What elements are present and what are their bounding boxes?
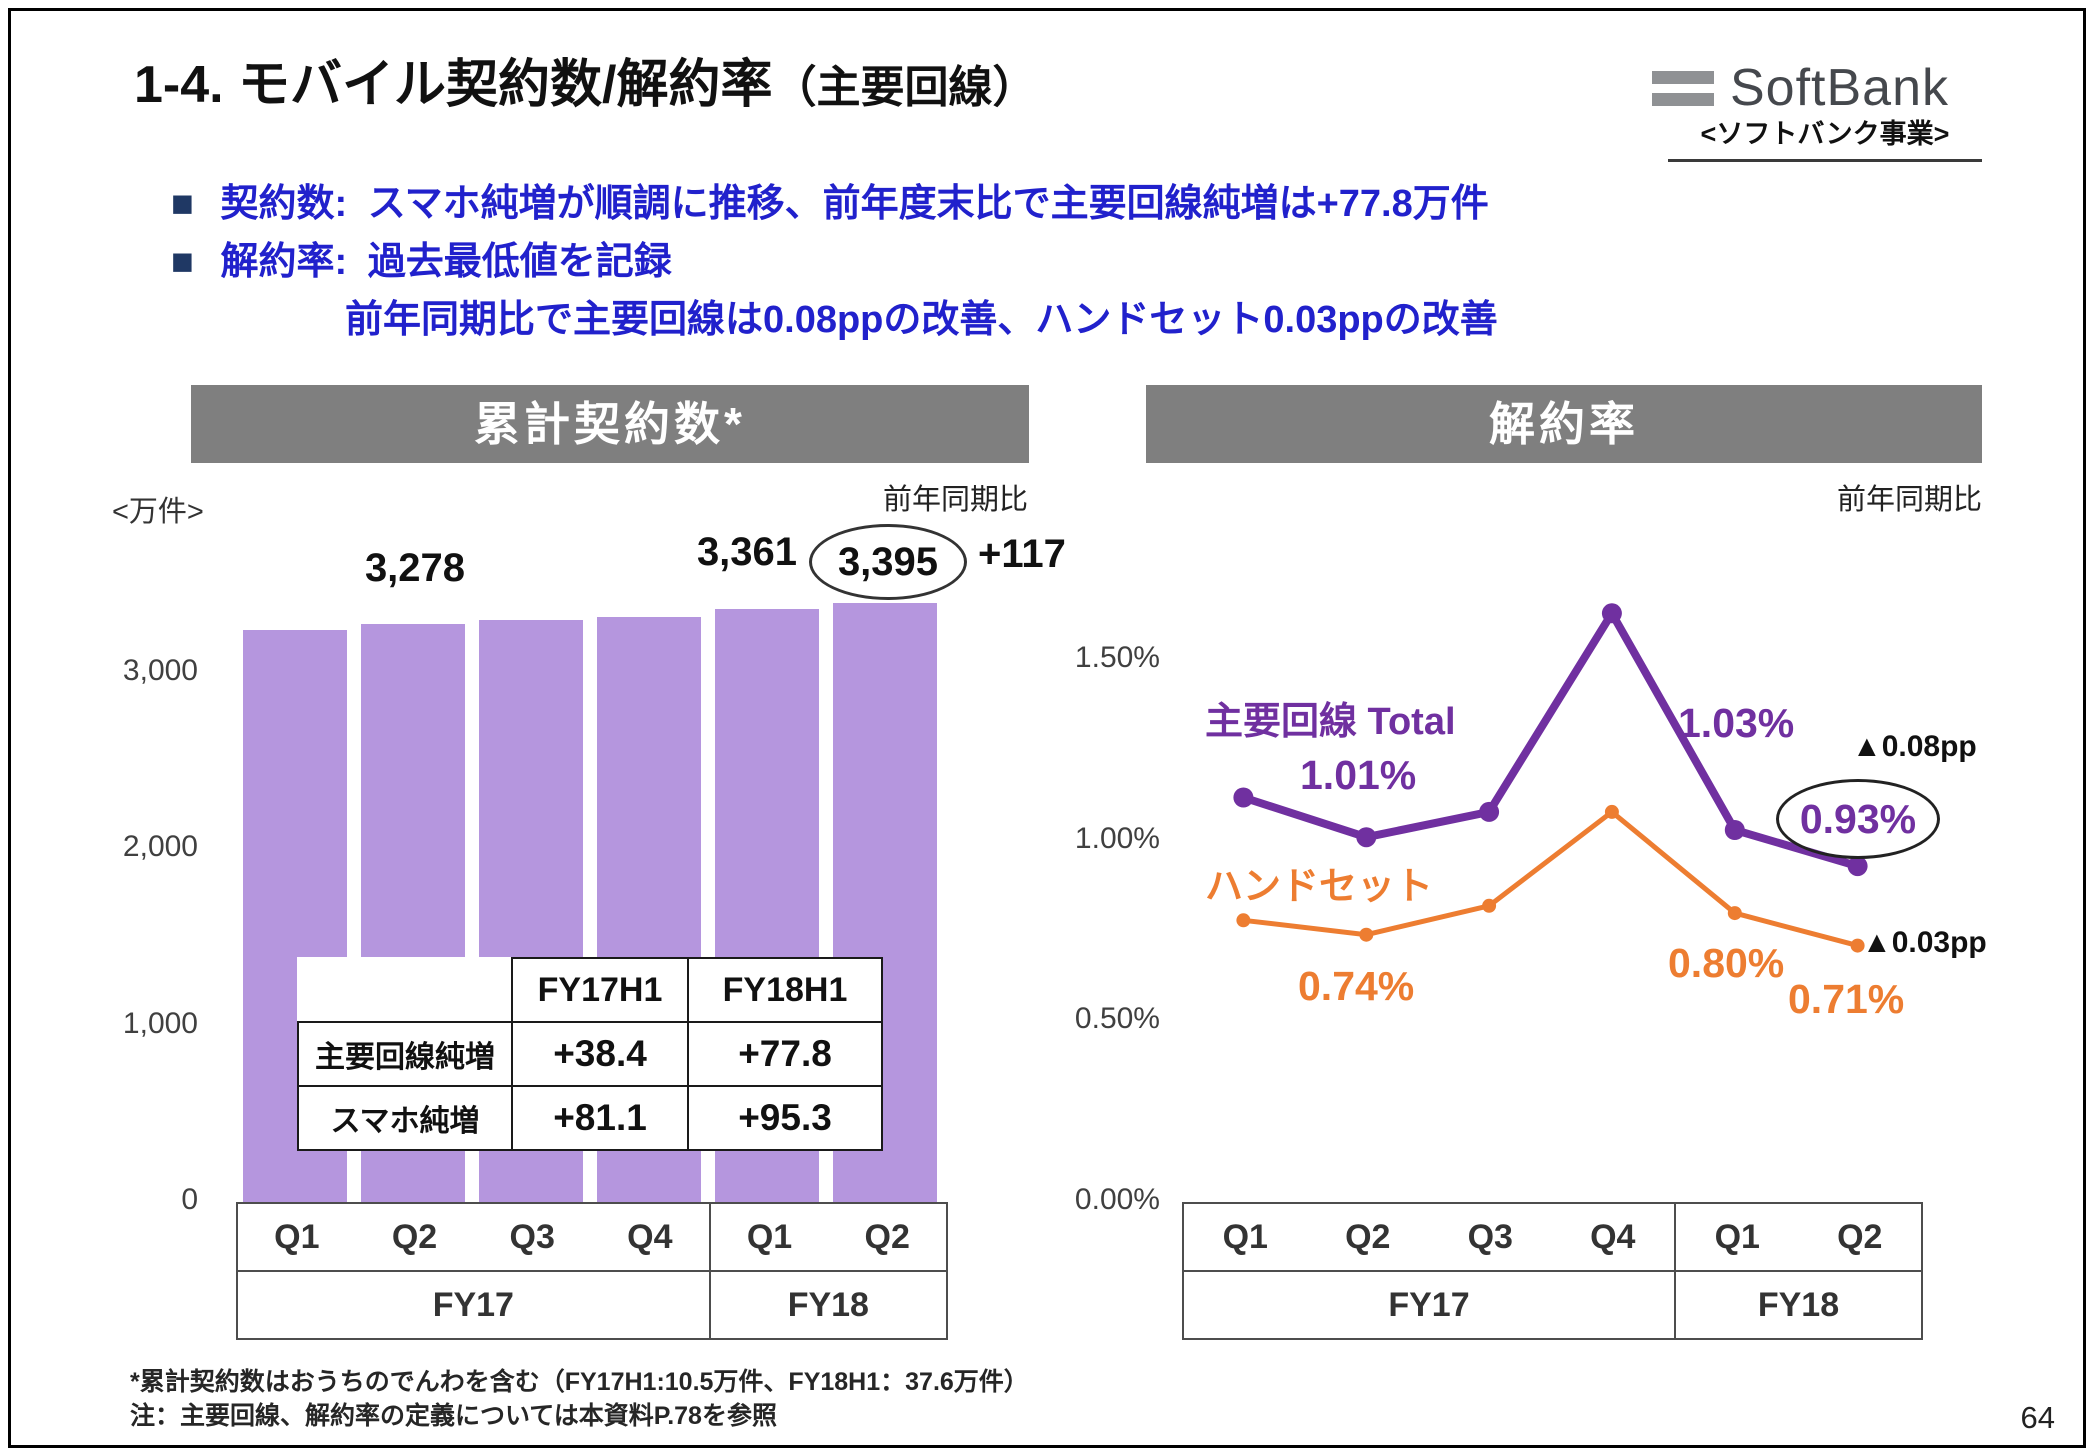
page-title: 1-4. モバイル契約数/解約率（主要回線） <box>134 42 1037 117</box>
y-tick-label: 0 <box>181 1183 198 1216</box>
data-point <box>1727 906 1742 921</box>
data-point <box>1724 820 1745 840</box>
axis-quarter-label: Q2 <box>864 1217 910 1256</box>
y-tick-label: 2,000 <box>122 830 198 864</box>
axis-fiscal-year-label: FY17 <box>1388 1285 1470 1324</box>
y-tick-label: 1,000 <box>122 1006 198 1040</box>
softbank-wordmark: SoftBank <box>1730 59 1950 117</box>
churn-value-label: 0.74% <box>1298 963 1415 1009</box>
data-point <box>1479 801 1500 822</box>
bullet-text: スマホ純増が順調に推移、前年度末比で主要回線純増は+77.8万件 <box>367 183 1489 225</box>
data-point <box>1601 603 1622 624</box>
bullet-text: 前年同期比で主要回線は0.08ppの改善、ハンドセット0.03ppの改善 <box>345 299 1498 341</box>
softbank-logo: SoftBank <box>1652 58 1949 118</box>
bullet-square-icon: ■ <box>171 183 194 225</box>
axis-fiscal-year-label: FY18 <box>708 1272 946 1338</box>
axis-quarter-label: Q3 <box>509 1217 555 1256</box>
bar-value-label: 3,278 <box>364 546 466 590</box>
axis-quarter-label: Q1 <box>1222 1217 1268 1256</box>
table-value-cell: +38.4 <box>511 1021 689 1087</box>
axis-quarter-label: Q1 <box>1674 1204 1799 1270</box>
series-line <box>1242 605 1859 870</box>
bullet-square-icon: ■ <box>171 241 194 283</box>
bullet-text: 過去最低値を記録 <box>367 241 672 283</box>
axis-quarter-label: Q2 <box>1837 1217 1883 1256</box>
table-header-cell <box>298 958 512 1022</box>
bullet-subscribers: ■ 契約数: スマホ純増が順調に推移、前年度末比で主要回線純増は+77.8万件 <box>171 172 1489 227</box>
churn-value-label: 1.03% <box>1678 700 1795 746</box>
left-panel-title: 累計契約数* <box>191 385 1029 463</box>
data-point <box>1482 898 1497 913</box>
series-label-handset: ハンドセット <box>1205 866 1434 908</box>
net-adds-table-grid: FY17H1 FY18H1 主要回線純増 +38.4 +77.8 スマホ純増 +81.1 +9… <box>297 957 883 1151</box>
table-row-label: スマホ純増 <box>297 1085 513 1151</box>
right-yoy-label: 前年同期比 <box>1836 484 1982 516</box>
circled-churn-value: 0.93% <box>1776 779 1940 859</box>
softbank-bars-icon <box>1652 70 1714 106</box>
improvement-label: ▲0.03pp <box>1862 926 1987 959</box>
left-yoy-label: 前年同期比 <box>882 484 1028 516</box>
bar-value-label: 3,361 <box>696 530 798 574</box>
churn-value-label: 1.01% <box>1300 752 1417 798</box>
y-tick-label: 1.50% <box>1074 641 1160 675</box>
data-point <box>1236 913 1251 928</box>
table-value-cell: +95.3 <box>687 1085 883 1151</box>
axis-quarter-label: Q3 <box>1467 1217 1513 1256</box>
axis-quarter-label: Q2 <box>391 1217 438 1256</box>
table-header-cell: FY18H1 <box>687 957 883 1023</box>
axis-fiscal-year-label: FY17 <box>432 1285 514 1324</box>
unit-label: <万件> <box>112 496 204 528</box>
footnote: *累計契約数はおうちのでんわを含む（FY17H1:10.5万件、FY18H1：3… <box>130 1368 1029 1396</box>
page-title-main: 1-4. モバイル契約数/解約率 <box>134 56 773 114</box>
y-tick-label: 3,000 <box>122 654 198 688</box>
table-header-cell: FY17H1 <box>511 957 689 1023</box>
bullet-churn: ■ 解約率: 過去最低値を記録 <box>171 230 672 285</box>
bullet-label: 契約数: <box>220 183 348 225</box>
data-point <box>1359 927 1374 942</box>
churn-value-label: 0.80% <box>1668 940 1785 986</box>
data-point <box>1233 787 1254 808</box>
axis-fiscal-year-label: FY18 <box>1674 1272 1921 1338</box>
bar-value-label: 3,395 <box>837 539 939 584</box>
axis-quarter-label: Q4 <box>627 1217 673 1256</box>
bar-chart-x-axis: Q1 Q2 Q3 Q4 Q1 Q2 FY17 FY18 <box>236 1202 948 1340</box>
axis-quarter-label: Q1 <box>274 1217 320 1256</box>
data-point <box>1847 856 1868 877</box>
table-row-label: 主要回線純増 <box>297 1021 513 1087</box>
page-title-paren: （主要回線） <box>772 63 1037 112</box>
footnote: 注：主要回線、解約率の定義については本資料P.78を参照 <box>130 1402 777 1430</box>
circled-bar-value: 3,395 <box>809 524 967 600</box>
net-adds-table: FY17H1 FY18H1 主要回線純増 +38.4 +77.8 スマホ純増 +81.1 +9… <box>297 957 883 1151</box>
right-panel-title: 解約率 <box>1146 385 1982 463</box>
business-segment-label: <ソフトバンク事業> <box>1668 112 1982 162</box>
series-line <box>1243 808 1859 949</box>
churn-value-label: 0.71% <box>1788 976 1905 1022</box>
y-tick-label: 1.00% <box>1074 821 1160 855</box>
bullet-churn-detail: 前年同期比で主要回線は0.08ppの改善、ハンドセット0.03ppの改善 <box>345 288 1498 343</box>
line-chart-svg <box>1233 603 1868 953</box>
series-label-main: 主要回線 Total <box>1205 701 1456 743</box>
table-value-cell: +81.1 <box>511 1085 689 1151</box>
axis-quarter-label: Q2 <box>1345 1217 1391 1256</box>
yoy-delta-label: +117 <box>978 532 1066 576</box>
line-chart-x-axis: Q1 Q2 Q3 Q4 Q1 Q2 FY17 FY18 <box>1182 1202 1923 1340</box>
bullet-label: 解約率: <box>220 241 348 283</box>
y-tick-label: 0.00% <box>1074 1183 1160 1216</box>
page-number: 64 <box>2020 1400 2055 1435</box>
improvement-label: ▲0.08pp <box>1852 730 1977 763</box>
data-point <box>1850 938 1865 953</box>
y-tick-label: 0.50% <box>1074 1002 1160 1036</box>
table-value-cell: +77.8 <box>687 1021 883 1087</box>
data-point <box>1356 827 1377 848</box>
churn-line-chart <box>1182 588 1919 1207</box>
data-point <box>1604 804 1619 819</box>
axis-quarter-label: Q1 <box>708 1204 829 1270</box>
axis-quarter-label: Q4 <box>1590 1217 1636 1256</box>
churn-value-label: 0.93% <box>1799 795 1917 842</box>
